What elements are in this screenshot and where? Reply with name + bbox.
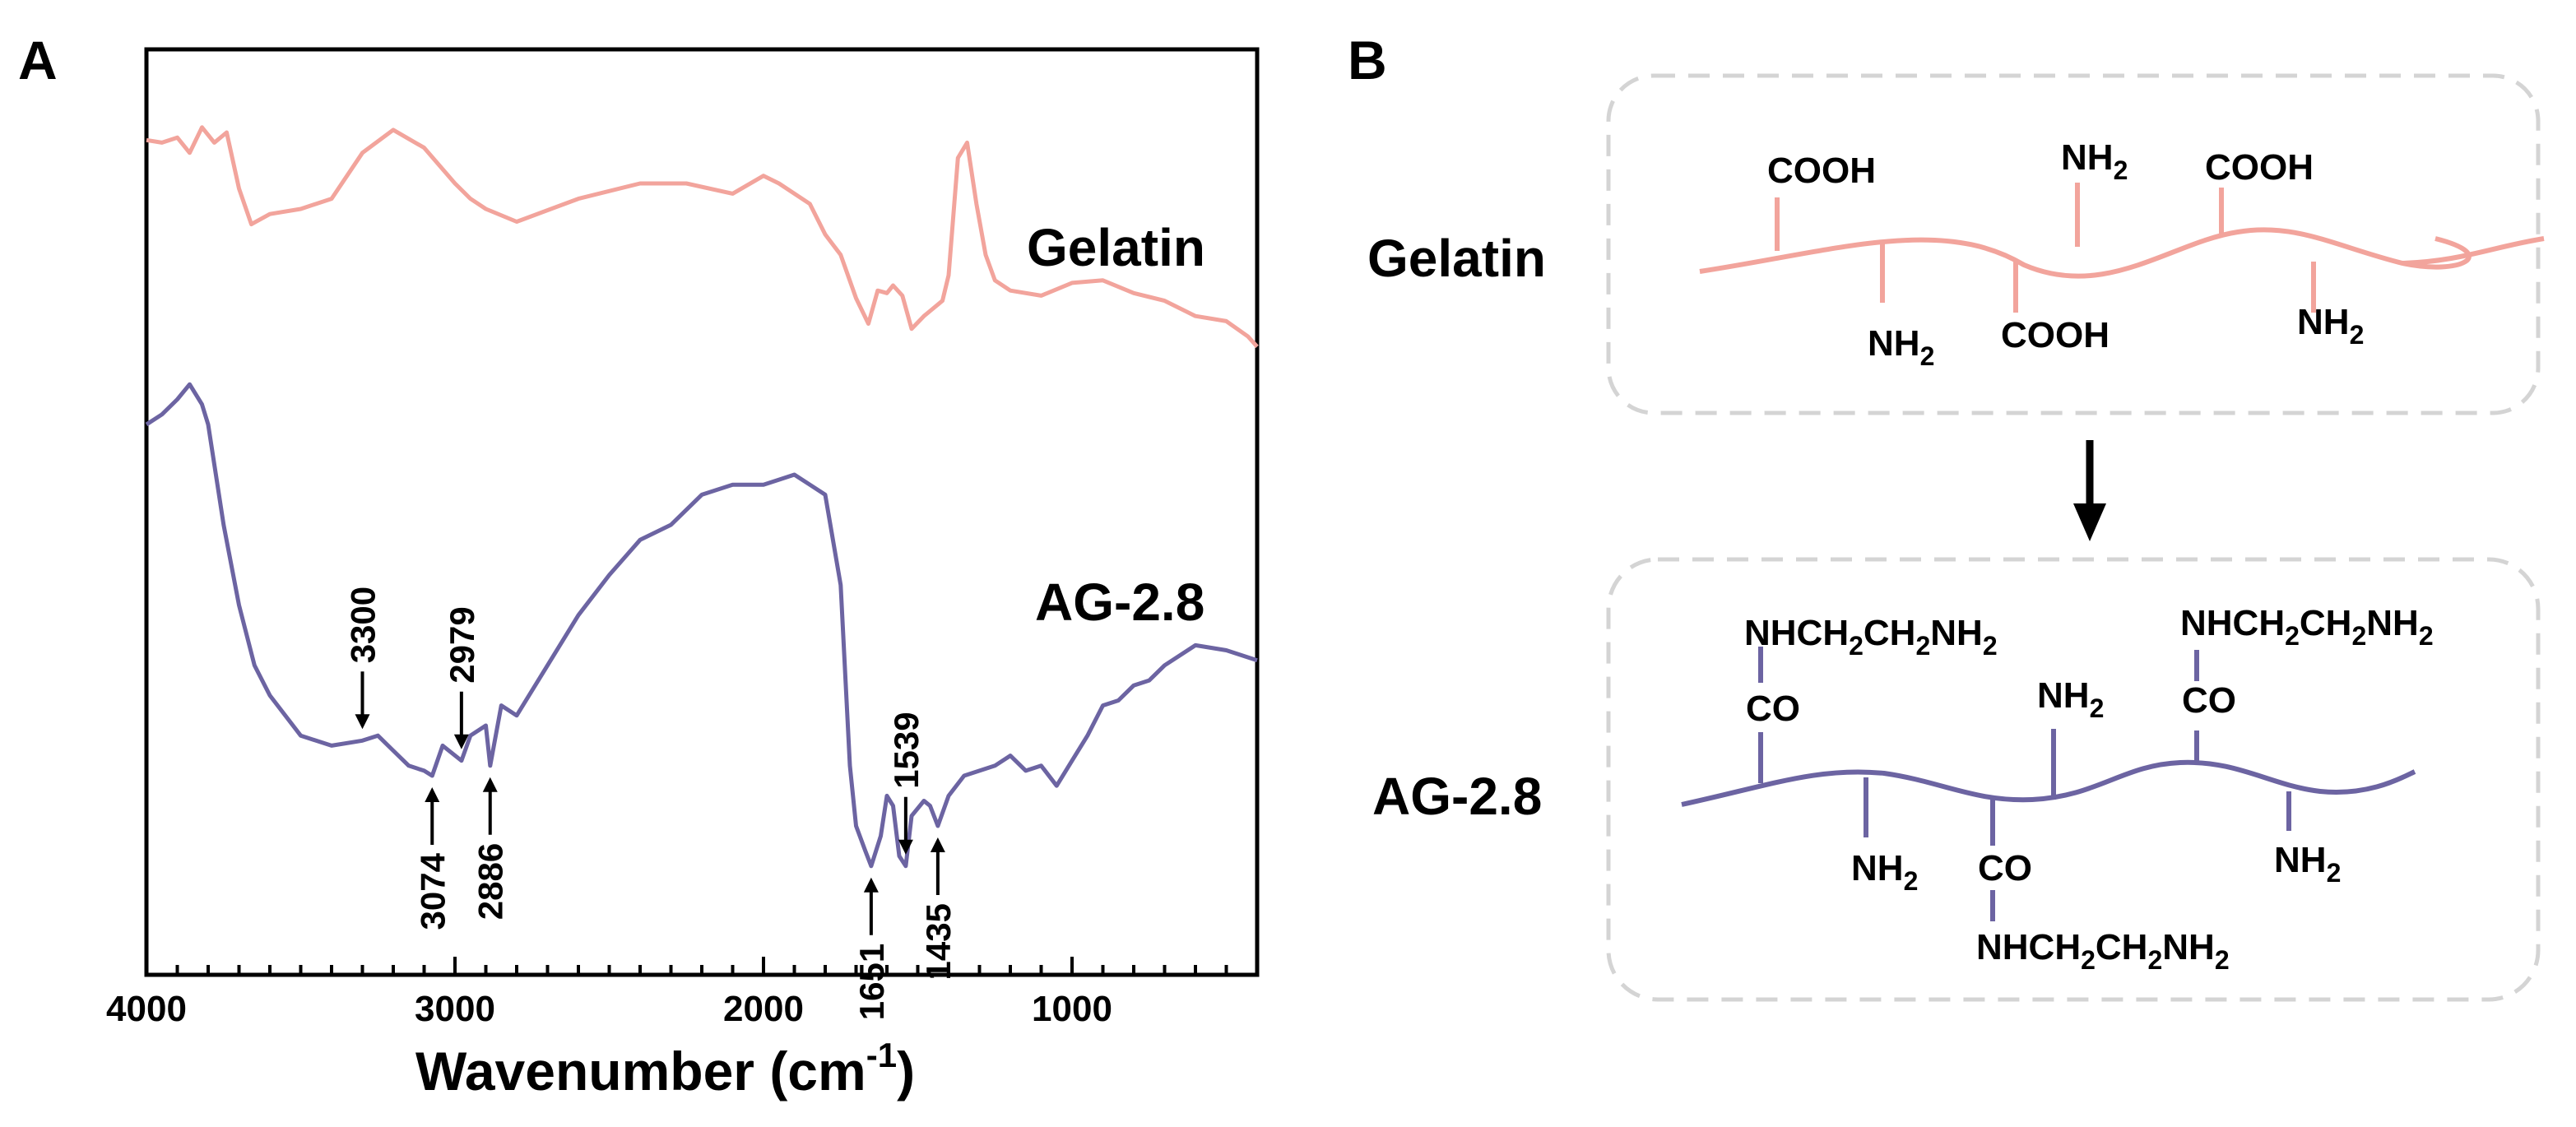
peak-arrow-head-6 (930, 837, 945, 852)
ag-co-2: CO (1978, 848, 2032, 888)
ag-amine-2: NHCH2CH2NH2 (1976, 927, 2230, 975)
x-tick-label: 3000 (415, 989, 495, 1029)
ag-nh2-2: NH2 (2037, 675, 2104, 723)
x-axis-ticks: 4000 3000 2000 1000 (106, 957, 1228, 1029)
schematic: Gelatin COOH NH2 COOH NH2 COOH NH2 AG-2.… (1367, 73, 2545, 1002)
x-axis-title: Wavenumber (cm-1) (415, 1036, 915, 1101)
gelatin-nh2-1: NH2 (1868, 323, 1934, 371)
ag-amine-3: NHCH2CH2NH2 (2180, 603, 2434, 651)
peak-arrow-head-3 (482, 777, 498, 792)
peak-label-2979: 2979 (443, 606, 481, 683)
ftir-chart: 4000 3000 2000 1000 3300 2979 3074 2886 1539 165… (106, 47, 1260, 1101)
gelatin-nh2-2: NH2 (2061, 137, 2128, 185)
gelatin-box (1606, 73, 2541, 415)
peak-arrow-head-0 (355, 714, 370, 730)
series-label-ag: AG-2.8 (1035, 573, 1204, 632)
transformation-arrow-head (2073, 503, 2106, 541)
peak-arrow-head-1 (453, 734, 469, 749)
gelatin-cooh-1: COOH (1767, 151, 1876, 191)
peak-arrow-head-4 (898, 839, 913, 855)
gelatin-chain (1699, 227, 2545, 279)
panel-b-label: B (1348, 30, 1387, 90)
ag-amine-1: NHCH2CH2NH2 (1744, 613, 1998, 661)
peak-label-3074: 3074 (413, 852, 452, 930)
ag-nh2-1: NH2 (1851, 848, 1918, 896)
series-line-1 (145, 382, 1258, 869)
x-tick-label: 1000 (1032, 989, 1112, 1029)
peak-label-2886: 2886 (471, 843, 510, 920)
gelatin-substituents (1775, 183, 2316, 313)
peak-arrow-head-2 (425, 787, 440, 802)
peak-label-1651: 1651 (852, 944, 891, 1020)
x-tick-label: 2000 (723, 989, 804, 1029)
peak-label-1435: 1435 (919, 903, 958, 980)
gelatin-nh2-3: NH2 (2297, 302, 2364, 350)
schematic-gelatin-label: Gelatin (1367, 229, 1546, 288)
series-line-0 (146, 125, 1259, 349)
ag-nh2-3: NH2 (2274, 840, 2341, 888)
spectra (145, 125, 1259, 869)
peak-annotations: 3300 2979 3074 2886 1539 1651 1435 (344, 587, 958, 1020)
ag-box (1606, 557, 2541, 1002)
ag-substituents (1758, 647, 2291, 921)
peak-label-1539: 1539 (887, 712, 926, 788)
gelatin-cooh-3: COOH (2205, 147, 2314, 188)
schematic-ag-label: AG-2.8 (1372, 767, 1542, 826)
peak-label-3300: 3300 (344, 587, 383, 663)
series-label-gelatin: Gelatin (1027, 218, 1205, 277)
peak-arrow-head-5 (863, 877, 879, 893)
ag-co-1: CO (1746, 689, 1800, 729)
ag-co-3: CO (2182, 680, 2236, 721)
x-tick-label: 4000 (106, 989, 187, 1029)
panel-a-label: A (18, 30, 58, 90)
gelatin-cooh-2: COOH (2001, 315, 2110, 355)
ag-chain (1681, 759, 2416, 807)
